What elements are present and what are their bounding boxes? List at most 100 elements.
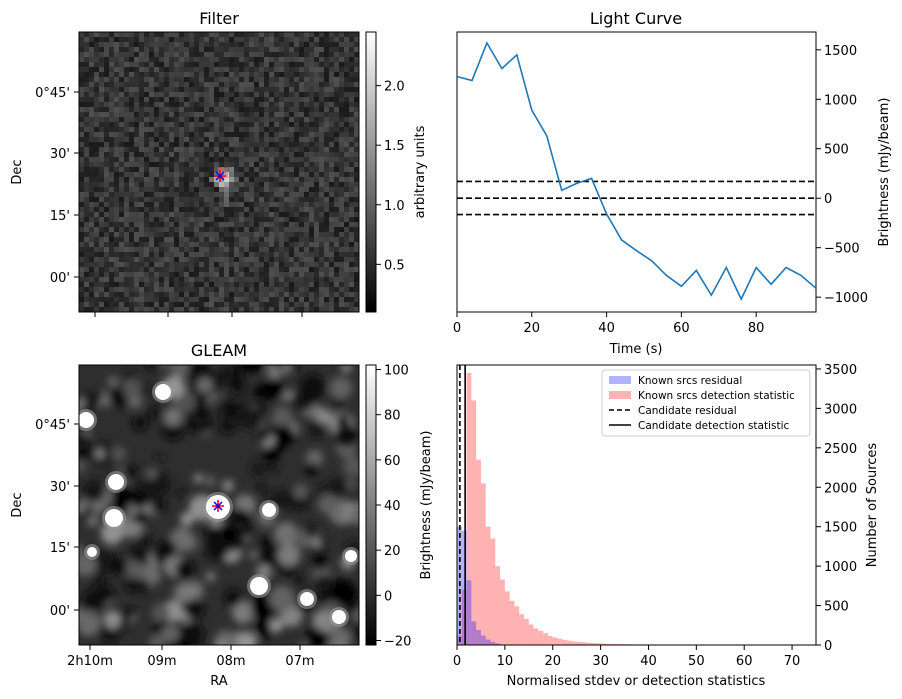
filter-pixel: [339, 212, 345, 218]
filter-pixel: [269, 117, 275, 123]
gleam-noise-blob: [79, 398, 86, 408]
filter-pixel: [299, 257, 305, 263]
filter-pixel: [94, 117, 100, 123]
filter-pixel: [179, 62, 185, 68]
filter-pixel: [229, 112, 235, 118]
filter-pixel: [329, 247, 335, 253]
filter-pixel: [89, 287, 95, 293]
filter-pixel: [139, 237, 145, 243]
filter-pixel: [194, 222, 200, 228]
histogram-ylabel: Number of Sources: [865, 443, 880, 568]
filter-pixel: [104, 77, 110, 83]
filter-pixel: [209, 77, 215, 83]
filter-pixel: [234, 227, 240, 233]
filter-pixel: [334, 107, 340, 113]
filter-pixel: [299, 252, 305, 258]
gleam-noise-blob: [334, 424, 358, 448]
filter-pixel: [354, 52, 359, 58]
residual-bar: [495, 643, 501, 645]
filter-pixel: [109, 62, 115, 68]
filter-pixel: [124, 277, 130, 283]
filter-pixel: [174, 117, 180, 123]
filter-pixel: [279, 272, 285, 278]
filter-pixel: [349, 52, 355, 58]
filter-pixel: [204, 297, 210, 303]
filter-pixel: [159, 302, 165, 308]
filter-pixel: [219, 252, 225, 258]
filter-pixel: [159, 67, 165, 73]
filter-pixel: [144, 292, 150, 298]
filter-pixel: [354, 62, 359, 68]
filter-pixel: [254, 177, 260, 183]
gleam-noise-blob: [178, 489, 187, 498]
filter-pixel: [134, 192, 140, 198]
filter-pixel: [319, 202, 325, 208]
legend-patch: [609, 376, 631, 384]
filter-pixel: [234, 117, 240, 123]
filter-pixel: [349, 47, 355, 53]
filter-pixel: [344, 67, 350, 73]
filter-pixel: [99, 237, 105, 243]
filter-pixel: [294, 252, 300, 258]
filter-pixel: [259, 42, 265, 48]
filter-pixel: [304, 287, 310, 293]
filter-pixel: [279, 177, 285, 183]
filter-pixel: [194, 167, 200, 173]
gleam-noise-blob: [151, 603, 170, 623]
filter-pixel: [154, 222, 160, 228]
filter-pixel: [109, 187, 115, 193]
filter-pixel: [239, 287, 245, 293]
filter-pixel: [294, 242, 300, 248]
filter-pixel: [254, 47, 260, 53]
filter-pixel: [159, 42, 165, 48]
filter-pixel: [144, 147, 150, 153]
filter-pixel: [129, 267, 135, 273]
filter-pixel: [304, 192, 310, 198]
filter-pixel: [129, 102, 135, 108]
filter-pixel: [264, 67, 270, 73]
filter-pixel: [184, 287, 190, 293]
gleam-noise-blob: [292, 483, 309, 500]
filter-pixel: [229, 92, 235, 98]
filter-pixel: [274, 167, 280, 173]
filter-pixel: [124, 272, 130, 278]
filter-pixel: [99, 302, 105, 308]
filter-pixel: [284, 152, 290, 158]
filter-pixel: [334, 287, 340, 293]
filter-pixel: [144, 82, 150, 88]
filter-pixel: [104, 232, 110, 238]
filter-pixel: [129, 57, 135, 63]
filter-pixel: [294, 202, 300, 208]
filter-pixel: [104, 62, 110, 68]
filter-pixel: [329, 187, 335, 193]
filter-pixel: [89, 42, 95, 48]
filter-pixel: [294, 237, 300, 243]
filter-pixel: [309, 107, 315, 113]
filter-pixel: [354, 192, 359, 198]
gleam-noise-blob: [222, 479, 234, 492]
filter-pixel: [214, 147, 220, 153]
filter-pixel: [114, 302, 120, 308]
filter-pixel: [109, 262, 115, 268]
filter-pixel: [314, 47, 320, 53]
filter-pixel: [144, 237, 150, 243]
gleam-noise-blob: [82, 479, 106, 503]
filter-pixel: [164, 232, 170, 238]
filter-pixel: [179, 67, 185, 73]
filter-pixel: [189, 37, 195, 43]
filter-pixel: [114, 122, 120, 128]
filter-pixel: [244, 207, 250, 213]
filter-pixel: [169, 102, 175, 108]
filter-pixel: [119, 217, 125, 223]
filter-pixel: [299, 117, 305, 123]
filter-pixel: [224, 152, 230, 158]
filter-pixel: [134, 37, 140, 43]
gleam-noise-blob: [149, 634, 165, 645]
filter-pixel: [239, 117, 245, 123]
filter-pixel: [319, 237, 325, 243]
filter-pixel: [184, 147, 190, 153]
filter-pixel: [334, 57, 340, 63]
filter-pixel: [104, 127, 110, 133]
filter-pixel: [144, 117, 150, 123]
filter-pixel: [154, 227, 160, 233]
